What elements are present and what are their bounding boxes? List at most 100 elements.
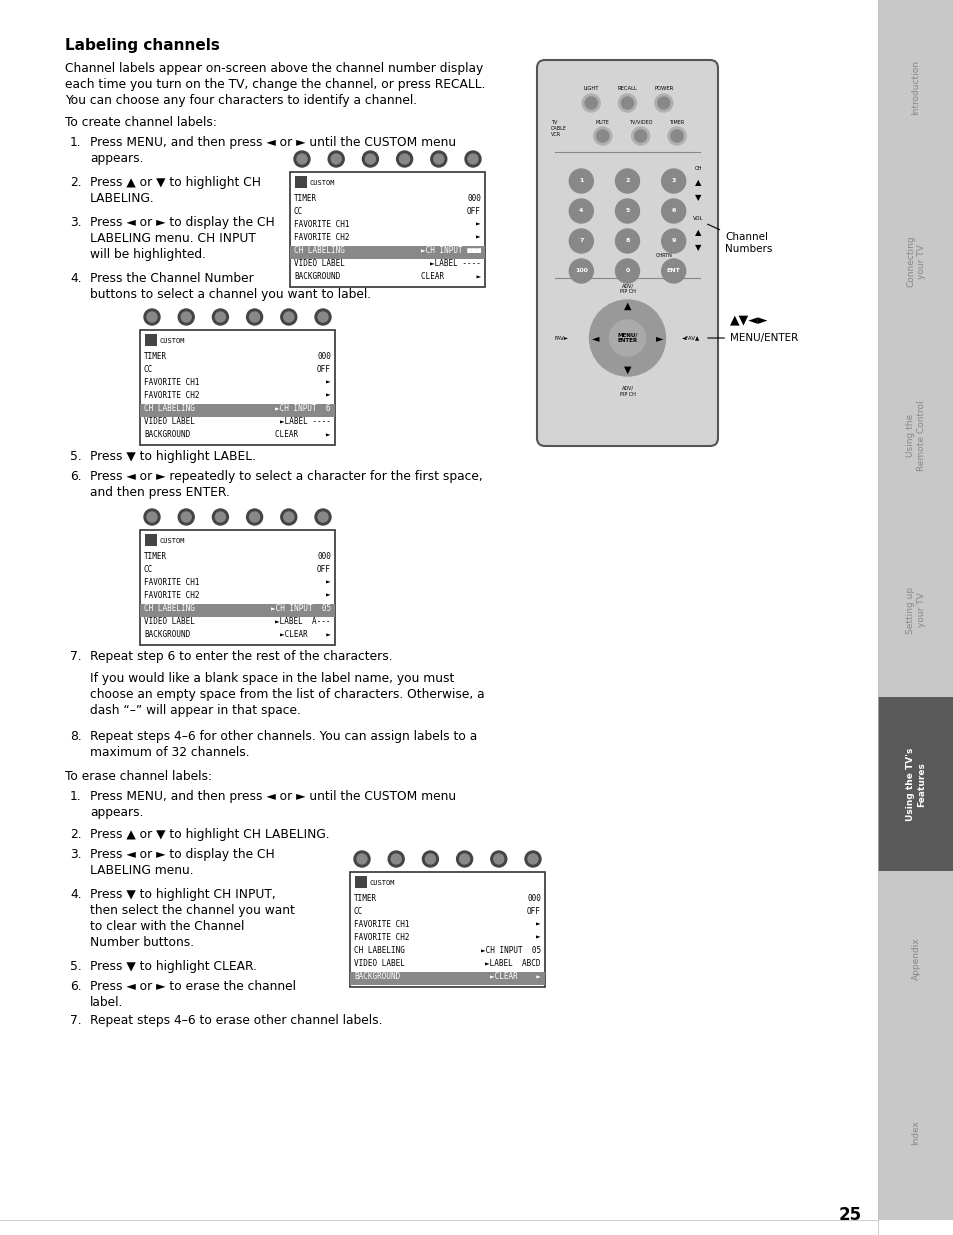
- Circle shape: [354, 851, 370, 867]
- Circle shape: [431, 151, 446, 167]
- Text: 2.: 2.: [70, 177, 82, 189]
- Text: TIMER: TIMER: [144, 552, 167, 561]
- Text: ►: ►: [655, 333, 662, 343]
- Text: 1.: 1.: [70, 790, 82, 803]
- Text: TIMER: TIMER: [669, 120, 684, 125]
- Circle shape: [618, 94, 636, 112]
- Circle shape: [494, 853, 503, 864]
- Text: ►CH INPUT ■■■: ►CH INPUT ■■■: [420, 246, 480, 254]
- Circle shape: [280, 309, 296, 325]
- Text: OFF: OFF: [467, 207, 480, 216]
- Circle shape: [615, 259, 639, 283]
- Circle shape: [181, 513, 191, 522]
- Text: 000: 000: [316, 552, 331, 561]
- Text: each time you turn on the TV, change the channel, or press RECALL.: each time you turn on the TV, change the…: [65, 78, 485, 91]
- Circle shape: [654, 94, 672, 112]
- Text: OFF: OFF: [316, 366, 331, 374]
- Text: 4.: 4.: [70, 272, 82, 285]
- Text: LABELING.: LABELING.: [90, 191, 154, 205]
- Circle shape: [250, 513, 259, 522]
- Text: ▲: ▲: [623, 301, 631, 311]
- Text: ►: ►: [326, 391, 331, 400]
- Text: Index: Index: [910, 1120, 920, 1145]
- Text: 7.: 7.: [70, 1014, 82, 1028]
- Circle shape: [362, 151, 378, 167]
- Text: FAVORITE CH1: FAVORITE CH1: [354, 920, 409, 929]
- Text: ►LABEL ----: ►LABEL ----: [430, 259, 480, 268]
- Text: 5: 5: [624, 209, 629, 214]
- Circle shape: [459, 853, 469, 864]
- Circle shape: [399, 154, 409, 164]
- Text: ►LABEL ----: ►LABEL ----: [280, 417, 331, 426]
- Text: 3.: 3.: [70, 848, 82, 861]
- Bar: [290, 172, 484, 287]
- Circle shape: [434, 154, 443, 164]
- Text: 6.: 6.: [70, 981, 82, 993]
- Text: ►LABEL  ABCD: ►LABEL ABCD: [485, 960, 540, 968]
- Text: Press MENU, and then press ◄ or ► until the CUSTOM menu: Press MENU, and then press ◄ or ► until …: [90, 790, 456, 803]
- Text: CC: CC: [354, 906, 363, 916]
- Text: ▼: ▼: [695, 243, 701, 252]
- Text: CUSTOM: CUSTOM: [160, 538, 185, 543]
- Text: ►CH INPUT  6: ►CH INPUT 6: [275, 404, 331, 412]
- Circle shape: [468, 154, 477, 164]
- Bar: [290, 246, 484, 259]
- Circle shape: [280, 509, 296, 525]
- Text: 4.: 4.: [70, 888, 82, 902]
- Text: Connecting
your TV: Connecting your TV: [905, 236, 924, 288]
- Text: Channel
Numbers: Channel Numbers: [707, 225, 772, 254]
- Text: 5.: 5.: [70, 960, 82, 973]
- Circle shape: [213, 509, 228, 525]
- Circle shape: [456, 851, 472, 867]
- Text: 9: 9: [671, 238, 675, 243]
- Circle shape: [670, 130, 682, 142]
- Text: 2: 2: [624, 179, 629, 184]
- Circle shape: [178, 509, 194, 525]
- Text: If you would like a blank space in the label name, you must: If you would like a blank space in the l…: [90, 672, 454, 685]
- Circle shape: [181, 312, 191, 322]
- Text: CABLE: CABLE: [551, 126, 566, 131]
- Text: FAVORITE CH1: FAVORITE CH1: [294, 220, 349, 228]
- Circle shape: [584, 98, 597, 109]
- Text: CH LABELING: CH LABELING: [144, 404, 194, 412]
- Text: CLEAR      ►: CLEAR ►: [275, 430, 331, 438]
- Text: Press ◄ or ► to erase the channel: Press ◄ or ► to erase the channel: [90, 981, 295, 993]
- Text: ►: ►: [476, 220, 480, 228]
- Text: 000: 000: [467, 194, 480, 203]
- Circle shape: [658, 98, 669, 109]
- Circle shape: [597, 130, 608, 142]
- Text: TV: TV: [551, 120, 557, 125]
- Text: ▲: ▲: [695, 178, 701, 186]
- Text: FAVORITE CH1: FAVORITE CH1: [144, 378, 199, 387]
- Circle shape: [661, 228, 685, 253]
- Text: PIP CH: PIP CH: [618, 391, 635, 396]
- Text: MUTE: MUTE: [596, 120, 609, 125]
- Circle shape: [569, 228, 593, 253]
- Text: 3: 3: [671, 179, 675, 184]
- Text: CH: CH: [694, 165, 701, 170]
- Bar: [877, 348, 953, 522]
- Circle shape: [422, 851, 438, 867]
- Circle shape: [609, 320, 645, 356]
- Text: Press ▲ or ▼ to highlight CH LABELING.: Press ▲ or ▼ to highlight CH LABELING.: [90, 827, 330, 841]
- Circle shape: [294, 151, 310, 167]
- Text: VIDEO LABEL: VIDEO LABEL: [294, 259, 345, 268]
- Bar: [350, 872, 544, 987]
- Text: ►: ►: [536, 932, 540, 942]
- Text: CH LABELING: CH LABELING: [144, 604, 194, 613]
- Bar: [877, 174, 953, 348]
- Text: Appendix: Appendix: [910, 937, 920, 979]
- Circle shape: [569, 169, 593, 193]
- Circle shape: [215, 312, 225, 322]
- Text: 6.: 6.: [70, 471, 82, 483]
- Circle shape: [356, 853, 367, 864]
- Circle shape: [317, 312, 328, 322]
- Text: BACKGROUND: BACKGROUND: [144, 630, 190, 638]
- Text: ▼: ▼: [695, 193, 701, 203]
- Bar: [877, 872, 953, 1046]
- Bar: [140, 404, 335, 417]
- Text: CC: CC: [294, 207, 303, 216]
- Text: Repeat steps 4–6 to erase other channel labels.: Repeat steps 4–6 to erase other channel …: [90, 1014, 382, 1028]
- Text: 2.: 2.: [70, 827, 82, 841]
- Text: TV/VIDEO: TV/VIDEO: [628, 120, 652, 125]
